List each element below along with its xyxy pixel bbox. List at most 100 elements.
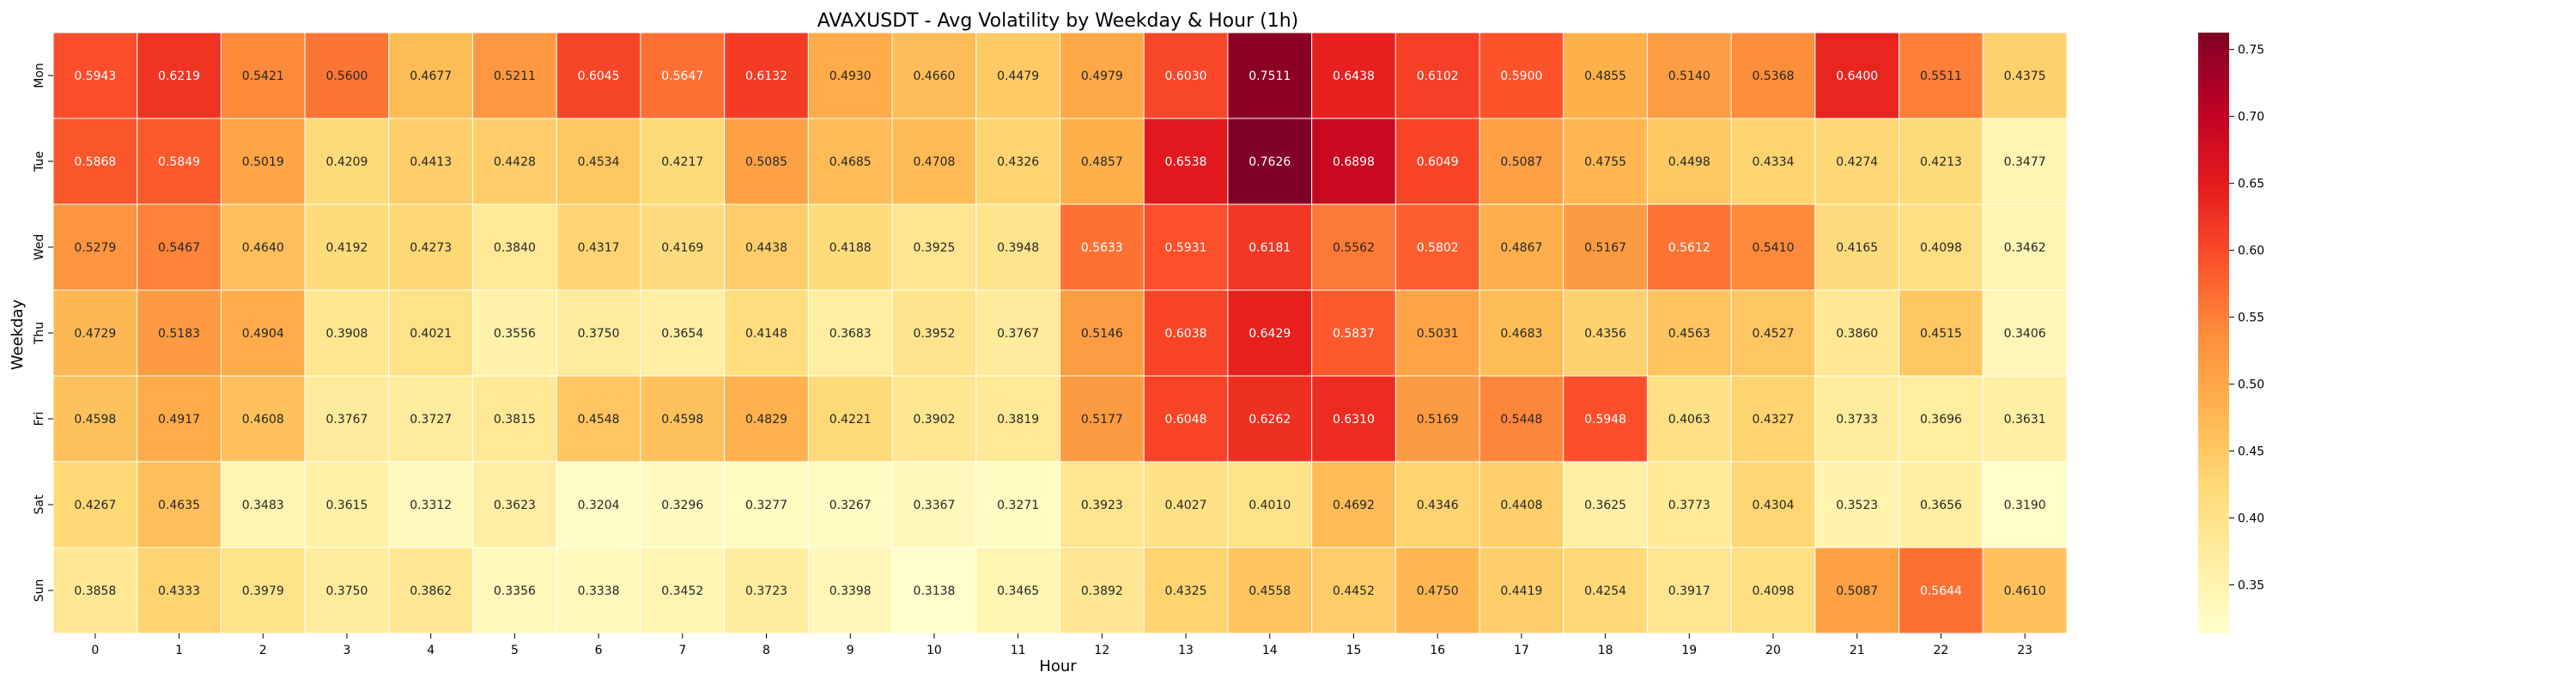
x-tick-label: 17 [1514,644,1529,657]
cell-value-label: 0.4098 [1920,241,1962,255]
cell-value-label: 0.4169 [661,241,703,255]
colorbar-tick-label: 0.50 [2238,378,2264,392]
heatmap-cell [807,32,893,119]
heatmap-cell [1563,375,1648,463]
cell-value-label: 0.4334 [1753,155,1795,169]
heatmap-cell [1563,289,1648,377]
heatmap-cell [807,289,893,377]
heatmap-cell [1394,289,1480,377]
cell-value-label: 0.5943 [74,70,116,83]
cell-value-label: 0.4325 [1165,584,1207,598]
cell-value-label: 0.3840 [494,241,536,255]
heatmap-cell [891,375,977,463]
heatmap-cell [556,203,641,291]
cell-value-label: 0.4063 [1668,413,1710,427]
colorbar: 0.35 0.40 0.45 0.50 0.55 0.60 0.65 0.70 0.75 [2198,33,2264,633]
heatmap-cell [556,547,641,634]
cell-value-label: 0.4375 [2004,70,2046,83]
colorbar-gradient [2198,33,2229,633]
x-tick-label: 22 [1934,644,1949,657]
heatmap-cell [1982,32,2068,119]
cell-value-label: 0.4598 [661,413,703,427]
cell-value-label: 0.4027 [1165,499,1207,512]
cell-value-label: 0.4692 [1333,499,1375,512]
cell-value-label: 0.6429 [1249,327,1291,341]
cell-value-label: 0.3623 [494,499,536,512]
cell-value-label: 0.4192 [325,241,368,255]
cell-value-label: 0.3625 [1584,499,1626,512]
x-axis-label: Hour [1039,657,1077,675]
heatmap-cell [1814,289,1900,377]
cell-value-label: 0.5868 [74,155,116,169]
heatmap-cell [220,203,306,291]
heatmap-cell [1730,32,1816,119]
heatmap-cell [1814,547,1900,634]
colorbar-tick-label: 0.70 [2238,111,2264,124]
heatmap-cell [472,547,557,634]
y-tick-label: Sat [33,494,46,514]
cell-value-label: 0.3462 [2004,241,2046,255]
cell-value-label: 0.3406 [2004,327,2046,341]
cell-value-label: 0.5279 [74,241,116,255]
heatmap-cell [388,289,474,377]
cell-value-label: 0.3338 [578,584,620,598]
cell-value-label: 0.4930 [829,70,872,83]
cell-value-label: 0.4855 [1584,70,1626,83]
cell-value-label: 0.3908 [325,327,368,341]
heatmap-cell [1730,547,1816,634]
heatmap-cell [1646,547,1732,634]
heatmap-cell [1479,547,1564,634]
cell-value-label: 0.6045 [578,70,620,83]
cell-value-label: 0.6438 [1333,70,1375,83]
heatmap-cell [556,461,641,548]
cell-value-label: 0.5802 [1417,241,1459,255]
cell-value-label: 0.3979 [242,584,284,598]
heatmap-cell [1563,203,1648,291]
heatmap-cell [1479,461,1564,548]
heatmap-cell [975,547,1061,634]
cell-value-label: 0.3523 [1836,499,1878,512]
cell-value-label: 0.4333 [158,584,200,598]
heatmap-cell [1899,375,1984,463]
y-axis-label: Weekday [9,299,27,370]
cell-value-label: 0.5467 [158,241,200,255]
cell-value-label: 0.5410 [1753,241,1795,255]
cell-value-label: 0.3631 [2004,413,2046,427]
colorbar-tick-label: 0.35 [2238,579,2264,593]
cell-value-label: 0.4267 [74,499,116,512]
cell-value-label: 0.5900 [1500,70,1542,83]
cell-value-label: 0.6538 [1165,155,1207,169]
cell-value-label: 0.4917 [158,413,200,427]
cell-value-label: 0.3952 [913,327,955,341]
heatmap-cell [556,118,641,205]
cell-value-label: 0.5647 [661,70,703,83]
cell-value-label: 0.5019 [242,155,284,169]
heatmap-cell [1227,461,1313,548]
cell-value-label: 0.6030 [1165,70,1207,83]
cell-value-label: 0.3615 [325,499,368,512]
cell-value-label: 0.4829 [745,413,787,427]
cell-value-label: 0.4498 [1668,155,1710,169]
y-tick-label: Wed [33,234,46,261]
cell-value-label: 0.4213 [1920,155,1962,169]
x-tick-label: 14 [1262,644,1278,657]
cell-value-label: 0.4346 [1417,499,1459,512]
heatmap-cell [220,461,306,548]
heatmap-cell [52,289,138,377]
cell-value-label: 0.3815 [494,413,536,427]
cell-value-label: 0.4317 [578,241,620,255]
cell-value-label: 0.4010 [1249,499,1291,512]
cell-value-label: 0.4527 [1753,327,1795,341]
heatmap-cell [52,461,138,548]
cell-value-label: 0.3656 [1920,499,1962,512]
heatmap-cell [1311,203,1396,291]
x-tick-label: 7 [678,644,686,657]
cell-value-label: 0.4708 [913,155,955,169]
heatmap-cell [807,375,893,463]
cell-value-label: 0.6262 [1249,413,1291,427]
y-tick-label: Tue [33,151,46,172]
heatmap-cells: 0.5943 0.6219 0.5421 0.5600 0.4677 0.5211 0.60… [52,32,2068,634]
heatmap-cell [724,375,809,463]
cell-value-label: 0.3356 [494,584,536,598]
